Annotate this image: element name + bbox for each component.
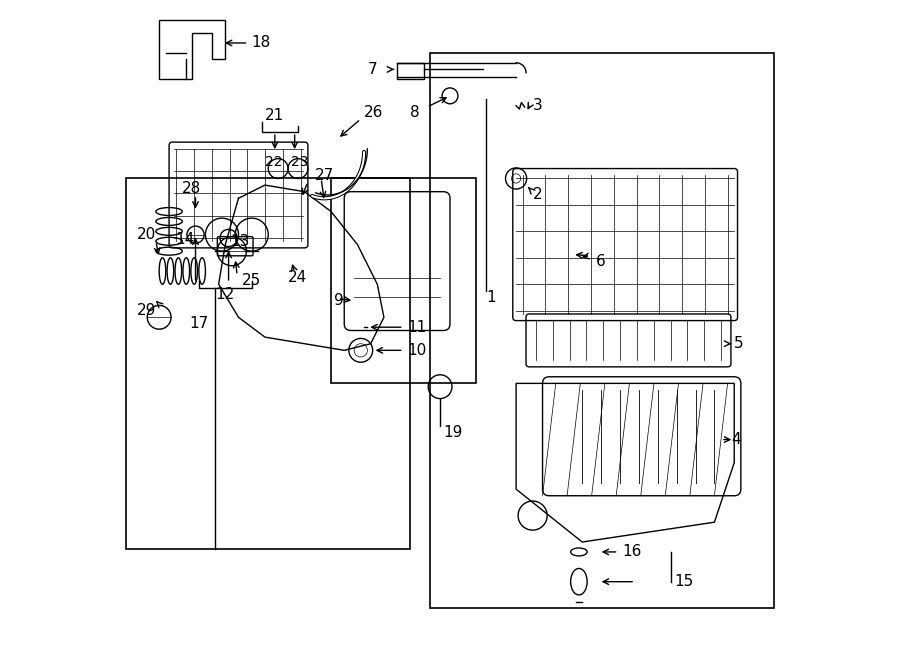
Text: 23: 23 xyxy=(292,155,309,169)
Text: 21: 21 xyxy=(265,108,284,123)
Text: 5: 5 xyxy=(734,336,744,351)
Text: 27: 27 xyxy=(314,168,334,182)
Text: 8: 8 xyxy=(410,105,420,120)
Text: 22: 22 xyxy=(265,155,283,169)
Text: 15: 15 xyxy=(675,574,694,589)
Text: 11: 11 xyxy=(407,320,427,334)
Text: 13: 13 xyxy=(230,234,250,249)
Text: 24: 24 xyxy=(288,270,307,285)
Text: 1: 1 xyxy=(486,290,496,305)
Text: 3: 3 xyxy=(533,98,543,113)
Text: 6: 6 xyxy=(596,254,605,268)
Text: 2: 2 xyxy=(533,188,542,202)
Text: 20: 20 xyxy=(138,227,157,242)
Text: 7: 7 xyxy=(368,62,377,77)
Text: 17: 17 xyxy=(189,317,208,331)
Text: 9: 9 xyxy=(334,293,344,308)
Text: 25: 25 xyxy=(242,274,261,288)
Text: 18: 18 xyxy=(252,36,271,50)
Text: 14: 14 xyxy=(176,232,195,247)
Text: 16: 16 xyxy=(622,545,641,559)
Text: 10: 10 xyxy=(407,343,427,358)
Text: 29: 29 xyxy=(138,303,157,318)
Text: 4: 4 xyxy=(731,432,741,447)
Text: 19: 19 xyxy=(444,426,463,440)
Text: 26: 26 xyxy=(364,105,383,120)
Text: 28: 28 xyxy=(183,181,202,196)
Text: 12: 12 xyxy=(215,287,235,301)
